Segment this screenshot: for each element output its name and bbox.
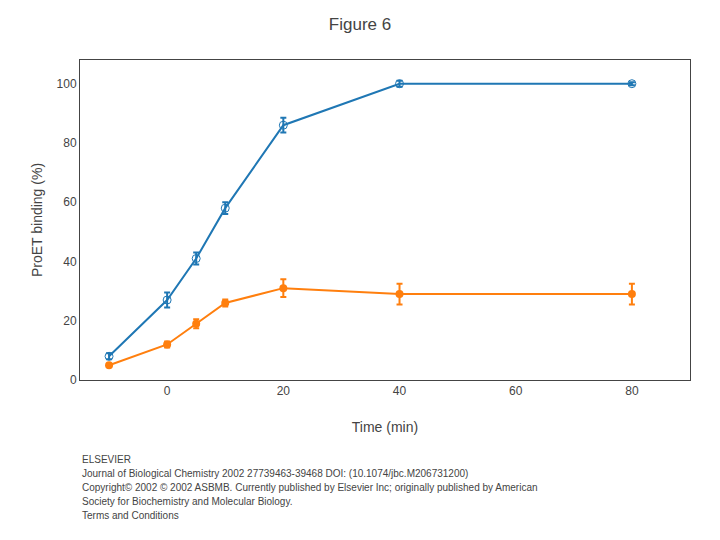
svg-text:100: 100	[57, 77, 77, 91]
svg-text:ELSEVIER: ELSEVIER	[82, 454, 131, 465]
svg-text:40: 40	[393, 384, 407, 398]
svg-text:Journal of Biological Chemistr: Journal of Biological Chemistry 2002 277…	[82, 468, 468, 479]
svg-text:40: 40	[63, 255, 77, 269]
svg-text:Copyright© 2002 © 2002 ASBMB.: Copyright© 2002 © 2002 ASBMB. Currently …	[82, 482, 538, 493]
svg-text:Society for Biochemistry and M: Society for Biochemistry and Molecular B…	[82, 496, 292, 507]
svg-text:Terms and Conditions: Terms and Conditions	[82, 510, 179, 521]
svg-text:60: 60	[63, 195, 77, 209]
svg-text:ProET binding (%): ProET binding (%)	[29, 163, 45, 277]
svg-text:20: 20	[63, 314, 77, 328]
svg-text:Figure 6: Figure 6	[329, 15, 391, 34]
svg-text:20: 20	[277, 384, 291, 398]
svg-text:80: 80	[63, 136, 77, 150]
svg-text:60: 60	[509, 384, 523, 398]
svg-text:0: 0	[70, 373, 77, 387]
svg-text:0: 0	[164, 384, 171, 398]
svg-text:80: 80	[625, 384, 639, 398]
svg-text:Time (min): Time (min)	[352, 419, 418, 435]
